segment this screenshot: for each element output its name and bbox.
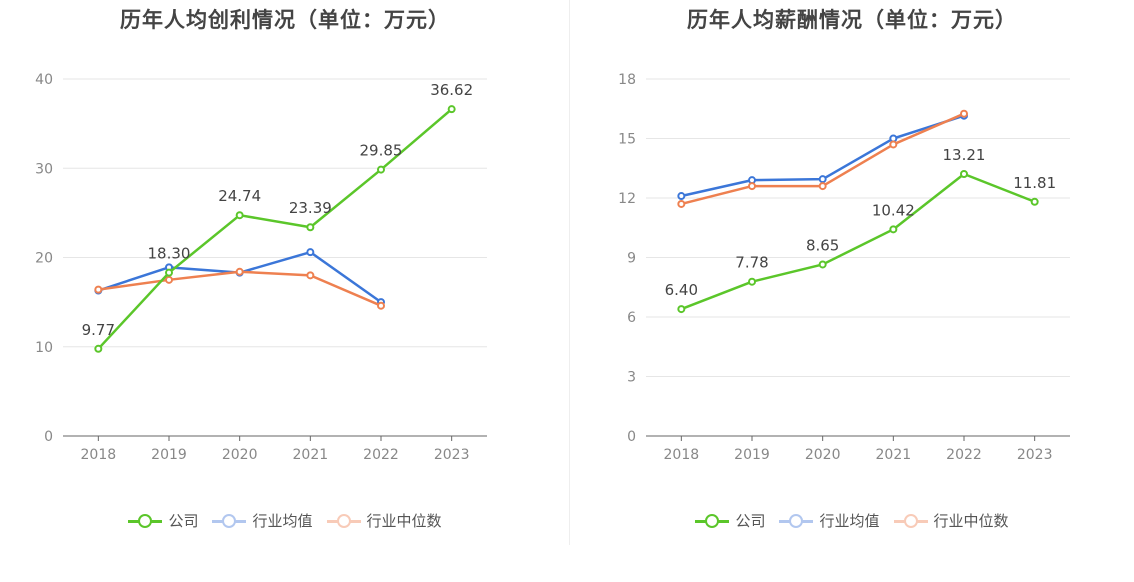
legend-line-circle-icon bbox=[128, 513, 163, 529]
salary-per-capita-chart: 0 3 6 9 12 15 18 2018 2019 2020 2021 2022 2023 6.40 7.… bbox=[618, 72, 1070, 463]
panel-divider bbox=[569, 0, 570, 545]
data-point bbox=[165, 268, 173, 277]
data-label: 9.77 bbox=[82, 321, 115, 339]
x-tick-label: 2020 bbox=[222, 447, 258, 463]
data-point bbox=[235, 211, 244, 220]
data-label: 13.21 bbox=[943, 146, 986, 164]
legend-line-circle-icon bbox=[695, 513, 730, 529]
x-tick-label: 2023 bbox=[1017, 447, 1053, 463]
data-point bbox=[377, 301, 385, 310]
x-tick-label: 2018 bbox=[664, 447, 700, 463]
data-label: 18.30 bbox=[148, 245, 191, 263]
legend-label: 行业中位数 bbox=[366, 512, 442, 530]
profit-per-capita-panel: 历年人均创利情况（单位：万元） 0 10 20 30 40 2018 2019 2020 202… bbox=[0, 8, 570, 531]
profit-per-capita-chart: 0 10 20 30 40 2018 2019 2020 2021 2022 2023 9.77 18.… bbox=[35, 72, 487, 463]
data-label: 36.62 bbox=[430, 81, 473, 99]
x-tick-label: 2019 bbox=[734, 447, 770, 463]
data-label: 24.74 bbox=[218, 187, 261, 205]
legend-item-industry-average[interactable]: 行业均值 bbox=[212, 510, 313, 531]
data-point bbox=[748, 277, 756, 286]
data-label: 6.40 bbox=[665, 281, 698, 299]
data-label: 8.65 bbox=[806, 236, 839, 254]
y-tick-label: 30 bbox=[35, 161, 53, 177]
legend-line-circle-icon bbox=[893, 513, 928, 529]
chart-title: 历年人均薪酬情况（单位：万元） bbox=[687, 8, 1017, 32]
y-tick-label: 12 bbox=[618, 191, 636, 207]
legend-item-industry-median[interactable]: 行业中位数 bbox=[893, 510, 1009, 531]
legend-item-industry-median[interactable]: 行业中位数 bbox=[326, 510, 442, 531]
data-label: 7.78 bbox=[735, 254, 768, 272]
legend-item-company[interactable]: 公司 bbox=[128, 510, 198, 531]
data-point bbox=[447, 105, 456, 114]
y-tick-label: 3 bbox=[627, 370, 636, 386]
x-tick-label: 2021 bbox=[876, 447, 912, 463]
data-point bbox=[818, 175, 827, 184]
legend-item-company[interactable]: 公司 bbox=[695, 510, 765, 531]
legend-line-circle-icon bbox=[212, 513, 247, 529]
data-point bbox=[165, 275, 173, 284]
legend-label: 行业中位数 bbox=[933, 512, 1009, 530]
y-tick-label: 20 bbox=[35, 251, 53, 267]
salary-per-capita-panel: 历年人均薪酬情况（单位：万元） 0 3 6 9 12 15 18 2018 2019 2020 20… bbox=[570, 0, 1134, 582]
data-point bbox=[889, 225, 898, 234]
y-tick-label: 40 bbox=[35, 72, 53, 88]
y-tick-label: 18 bbox=[618, 72, 636, 88]
legend-label: 公司 bbox=[168, 512, 199, 530]
y-tick-label: 9 bbox=[627, 251, 636, 267]
series-line bbox=[681, 112, 965, 206]
chart-legend: 公司 行业均值 行业中位数 bbox=[570, 510, 1134, 531]
data-point bbox=[306, 248, 315, 257]
data-point bbox=[677, 199, 686, 208]
data-point bbox=[818, 182, 827, 191]
x-tick-label: 2020 bbox=[805, 447, 841, 463]
series-line bbox=[97, 108, 453, 350]
y-tick-label: 6 bbox=[627, 310, 636, 326]
series-line bbox=[680, 172, 1036, 311]
data-point bbox=[677, 192, 686, 201]
chart-title: 历年人均创利情况（单位：万元） bbox=[120, 8, 450, 32]
data-point bbox=[889, 140, 898, 149]
x-tick-label: 2022 bbox=[363, 447, 399, 463]
legend-line-circle-icon bbox=[779, 513, 814, 529]
series-line bbox=[97, 250, 382, 304]
legend-item-industry-average[interactable]: 行业均值 bbox=[779, 510, 880, 531]
data-label: 11.81 bbox=[1013, 174, 1056, 192]
y-tick-label: 0 bbox=[627, 429, 636, 445]
x-tick-label: 2019 bbox=[151, 447, 187, 463]
legend-label: 公司 bbox=[735, 512, 766, 530]
x-tick-label: 2023 bbox=[434, 447, 470, 463]
data-point bbox=[235, 267, 244, 276]
legend-label: 行业均值 bbox=[252, 512, 313, 530]
legend-line-circle-icon bbox=[326, 513, 361, 529]
data-point bbox=[306, 223, 315, 232]
data-point bbox=[960, 170, 968, 179]
data-point bbox=[818, 260, 827, 269]
data-point bbox=[1030, 197, 1039, 206]
data-point bbox=[94, 285, 103, 294]
x-tick-label: 2021 bbox=[293, 447, 329, 463]
data-label: 10.42 bbox=[872, 201, 915, 219]
legend-label: 行业均值 bbox=[819, 512, 880, 530]
chart-legend: 公司 行业均值 行业中位数 bbox=[0, 510, 570, 531]
data-point bbox=[94, 344, 103, 353]
y-tick-label: 15 bbox=[618, 132, 636, 148]
data-point bbox=[960, 109, 968, 118]
x-tick-label: 2018 bbox=[81, 447, 117, 463]
data-label: 29.85 bbox=[360, 142, 403, 160]
data-point bbox=[677, 305, 686, 314]
data-point bbox=[306, 271, 315, 280]
data-point bbox=[748, 182, 756, 191]
data-point bbox=[377, 165, 385, 174]
data-label: 23.39 bbox=[289, 199, 332, 217]
y-tick-label: 10 bbox=[35, 340, 53, 356]
x-tick-label: 2022 bbox=[946, 447, 982, 463]
y-tick-label: 0 bbox=[44, 429, 53, 445]
